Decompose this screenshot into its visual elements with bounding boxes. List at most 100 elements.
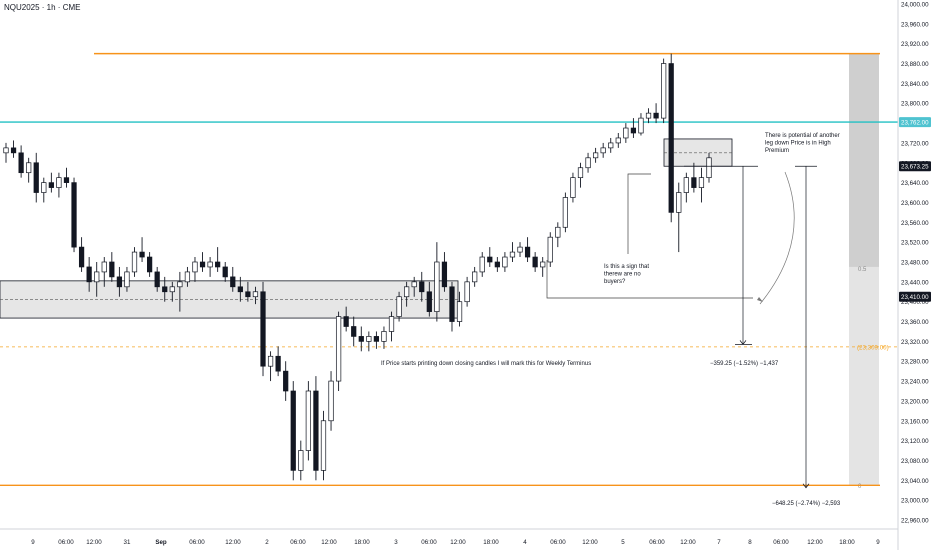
x-tick-label: 06:00 — [58, 539, 74, 546]
candle-body — [177, 281, 183, 288]
y-tick-label: 23,160.00 — [901, 418, 929, 425]
premium-note: leg down Price is in High — [765, 141, 831, 147]
x-tick-label: 8 — [748, 539, 752, 546]
candle-body — [124, 271, 130, 288]
candle-body — [676, 192, 682, 213]
y-tick-label: 24,000.00 — [901, 2, 929, 9]
candle-body — [494, 261, 500, 268]
candle-body — [487, 256, 493, 263]
candle-body — [540, 261, 546, 268]
candle-body — [615, 137, 621, 144]
candle-body — [335, 316, 342, 382]
measure-2-label: −648.25 (−2.74%) −2,593 — [772, 501, 841, 507]
candle-body — [320, 420, 327, 471]
x-tick-label: 06:00 — [550, 539, 566, 546]
candle-body — [381, 331, 387, 342]
x-tick-label: 12:00 — [807, 539, 823, 546]
candle-body — [147, 256, 153, 273]
y-tick-label: 23,920.00 — [901, 41, 929, 48]
candle-body — [532, 256, 538, 268]
price-tag-bg — [899, 117, 931, 128]
candle-body — [192, 261, 198, 273]
y-tick-label: 23,640.00 — [901, 180, 929, 187]
y-tick-label: 23,040.00 — [901, 478, 929, 485]
y-tick-label: 23,280.00 — [901, 359, 929, 366]
buyers-note: Is this a sign that — [604, 264, 649, 270]
candle-body — [600, 147, 606, 154]
premium-note: Premium — [765, 148, 789, 154]
x-tick-label: 06:00 — [421, 539, 437, 546]
premium-arrow-head — [757, 297, 763, 302]
candle-body — [411, 281, 417, 288]
candle-body — [162, 286, 168, 293]
candle-body — [305, 390, 311, 451]
candle-body — [139, 251, 145, 258]
candle-body — [585, 157, 591, 169]
candle-body — [358, 336, 364, 342]
x-tick-label: 12:00 — [321, 539, 337, 546]
price-tag-dashed: (23,309.00) — [857, 344, 889, 351]
x-tick-label: 5 — [621, 539, 625, 546]
premium-curve-arrow — [759, 171, 795, 305]
y-tick-label: 23,120.00 — [901, 438, 929, 445]
candle-body — [267, 355, 274, 367]
candle-body — [698, 177, 705, 188]
x-tick-label: 18:00 — [839, 539, 855, 546]
candle-body — [396, 296, 402, 317]
candle-body — [517, 246, 523, 253]
candle-body — [78, 246, 85, 268]
candle-body — [252, 291, 259, 298]
measure-1-label: −359.25 (−1.52%) −1,437 — [710, 361, 779, 367]
x-tick-label: 9 — [31, 539, 35, 546]
candle-body — [592, 152, 599, 159]
weekly-note: If Price starts printing down closing ca… — [381, 361, 591, 367]
price-tag: 23,673.25 — [901, 164, 929, 171]
candle-body — [3, 147, 9, 154]
candle-body — [351, 326, 357, 337]
x-tick-label: 4 — [523, 539, 527, 546]
y-tick-label: 23,960.00 — [901, 21, 929, 28]
x-tick-label: 31 — [124, 539, 131, 546]
candle-body — [547, 236, 553, 263]
candle-body — [260, 291, 266, 367]
candle-body — [706, 157, 712, 179]
price-tag-bg — [899, 291, 931, 302]
candle-body — [645, 112, 652, 119]
buyers-note: buyers? — [604, 279, 626, 285]
y-tick-label: 23,400.00 — [901, 299, 929, 306]
candle-body — [366, 336, 372, 342]
candle-body — [449, 286, 455, 322]
x-tick-label: 12:00 — [680, 539, 696, 546]
x-tick-label: 12:00 — [225, 539, 241, 546]
candle-body — [668, 63, 674, 213]
candle-body — [48, 182, 54, 188]
candle-body — [33, 162, 39, 193]
candle-body — [131, 251, 138, 273]
candle-body — [562, 197, 568, 228]
x-tick-label: 06:00 — [649, 539, 665, 546]
side-panel-label: 0 — [858, 484, 862, 490]
candle-body — [154, 271, 160, 288]
x-tick-label: 3 — [394, 539, 398, 546]
side-panel-upper — [849, 53, 879, 267]
price-tag-bg — [899, 161, 931, 172]
candle-body — [373, 336, 380, 342]
candle-body — [41, 182, 47, 193]
y-tick-label: 23,560.00 — [901, 220, 929, 227]
candle-body — [479, 256, 485, 273]
price-tag: 23,410.00 — [901, 294, 929, 301]
candle-body — [230, 276, 236, 288]
demand-zone — [0, 280, 459, 319]
y-tick-label: 23,720.00 — [901, 140, 929, 147]
y-tick-label: 23,080.00 — [901, 458, 929, 465]
candle-body — [661, 63, 667, 119]
candle-body — [388, 316, 395, 332]
candle-body — [313, 390, 319, 471]
candle-body — [184, 271, 191, 283]
candle-body — [109, 261, 115, 278]
candle-body — [207, 261, 213, 268]
y-tick-label: 23,800.00 — [901, 101, 929, 108]
candle-body — [26, 162, 32, 174]
